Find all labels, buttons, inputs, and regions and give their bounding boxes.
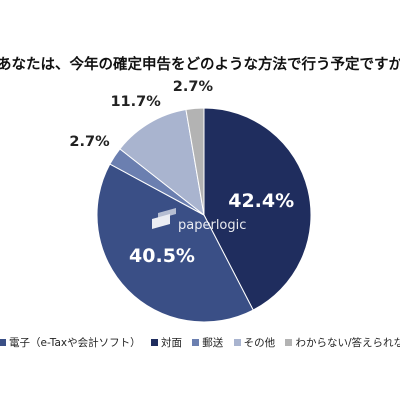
logo-mark-layer-icon: [158, 208, 176, 219]
legend-swatch: [192, 339, 200, 346]
legend-item: わからない/答えられない: [285, 335, 400, 350]
legend: 電子（e-Taxや会計ソフト） 対面 郵送 その他 わからない/答えられない: [0, 335, 400, 350]
legend-swatch: [285, 339, 293, 346]
pie-slice-label: 11.7%: [110, 94, 161, 110]
paperlogic-logo: paperlogic: [152, 208, 246, 233]
legend-label: 電子（e-Taxや会計ソフト）: [9, 337, 141, 349]
pie-slice: [203, 107, 312, 311]
legend-swatch: [233, 339, 241, 346]
pie-slices: [96, 107, 312, 323]
pie-slice: [185, 107, 205, 216]
legend-swatch: [0, 339, 6, 346]
pie-labels: 42.4% 40.5% 2.7% 11.7% 2.7%: [69, 79, 294, 267]
pie-slice-label: 2.7%: [173, 79, 214, 95]
pie-slice: [96, 163, 254, 323]
legend-swatch: [150, 339, 158, 346]
pie-slice-label: 42.4%: [228, 190, 294, 212]
pie-slice-label: 2.7%: [69, 134, 110, 150]
logo-mark-icon: [152, 214, 170, 229]
legend-label: 対面: [160, 337, 182, 349]
pie-slice-label: 40.5%: [129, 245, 195, 267]
legend-item: 郵送: [192, 335, 223, 350]
legend-label: 郵送: [202, 337, 224, 349]
legend-item: 電子（e-Taxや会計ソフト）: [0, 335, 141, 350]
legend-label: わからない/答えられない: [295, 337, 400, 349]
pie-slice: [119, 108, 205, 217]
legend-label: その他: [243, 337, 276, 349]
logo-watermark-text: paperlogic: [178, 218, 246, 233]
chart-title: あなたは、今年の確定申告をどのような方法で行う予定ですか: [0, 57, 400, 73]
legend-item: その他: [233, 335, 276, 350]
legend-item: 対面: [150, 335, 182, 350]
